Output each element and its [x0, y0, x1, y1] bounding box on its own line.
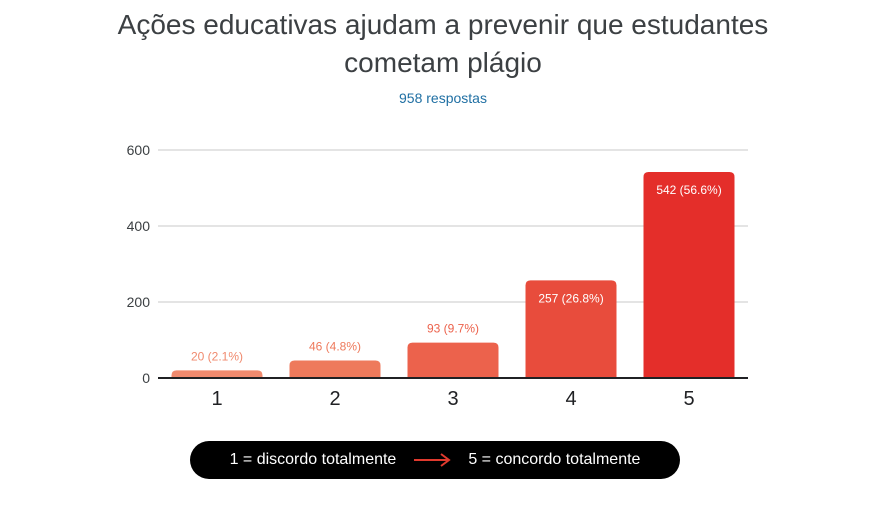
- y-tick-label: 200: [127, 294, 151, 310]
- x-tick-label: 1: [211, 388, 222, 410]
- data-label: 257 (26.8%): [538, 291, 603, 305]
- bar-chart: 0 200 400 600 20 (2.1%) 1 46 (4.8%) 2 93 (9.7%) 3…: [127, 142, 748, 410]
- response-count: 958 respostas: [399, 90, 487, 106]
- bar: [407, 342, 499, 378]
- x-tick-label: 4: [565, 388, 576, 410]
- y-tick-label: 600: [127, 142, 151, 158]
- data-label: 20 (2.1%): [191, 349, 243, 363]
- y-tick-label: 0: [142, 370, 150, 386]
- chart-title: Ações educativas ajudam a prevenir que e…: [0, 6, 886, 82]
- bar: [289, 360, 381, 378]
- x-tick-label: 2: [329, 388, 340, 410]
- x-tick-label: 3: [447, 388, 458, 410]
- legend-right-text: 5 = concordo totalmente: [468, 451, 641, 468]
- data-label: 542 (56.6%): [656, 183, 721, 197]
- right-arrow-icon: [412, 453, 452, 467]
- chart-title-line1: Ações educativas ajudam a prevenir que e…: [117, 9, 769, 40]
- bar: [171, 370, 263, 378]
- bar: [525, 280, 617, 378]
- scale-legend: 1 = discordo totalmente 5 = concordo tot…: [190, 441, 680, 479]
- y-tick-label: 400: [127, 218, 151, 234]
- data-label: 93 (9.7%): [427, 322, 479, 336]
- chart-title-line2: cometam plágio: [344, 47, 542, 78]
- bar: [643, 172, 735, 378]
- data-label: 46 (4.8%): [309, 340, 361, 354]
- x-tick-label: 5: [683, 388, 694, 410]
- legend-left-text: 1 = discordo totalmente: [229, 451, 397, 468]
